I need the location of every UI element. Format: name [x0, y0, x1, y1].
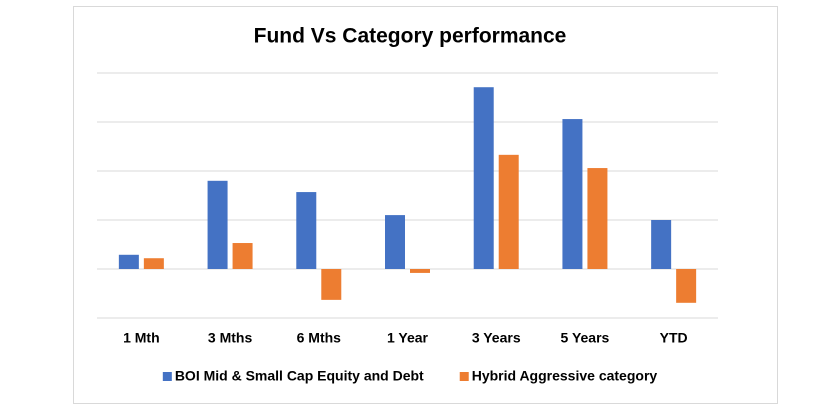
bar — [385, 215, 405, 269]
legend-label: Hybrid Aggressive category — [472, 368, 658, 384]
bar — [562, 119, 583, 269]
x-tick-label: 1 Year — [387, 330, 429, 346]
bar — [473, 87, 494, 270]
legend-swatch — [162, 372, 172, 381]
x-tick-label: 5 Years — [561, 330, 610, 346]
chart-title: Fund Vs Category performance — [254, 25, 567, 48]
x-tick-label: 3 Years — [472, 330, 521, 346]
legend-swatch — [459, 372, 469, 381]
x-tick-label: YTD — [660, 330, 688, 346]
bar — [676, 269, 697, 303]
x-tick-label: 3 Mths — [208, 330, 253, 346]
bar — [207, 180, 228, 269]
bar — [651, 220, 672, 269]
bar — [410, 269, 430, 273]
bar — [232, 243, 253, 269]
bar — [118, 254, 139, 269]
x-tick-label: 6 Mths — [297, 330, 342, 346]
legend-label: BOI Mid & Small Cap Equity and Debt — [175, 368, 424, 384]
bar — [587, 168, 608, 269]
bar — [143, 258, 164, 269]
x-tick-label: 1 Mth — [123, 330, 160, 346]
bar — [296, 192, 317, 269]
bar — [498, 154, 519, 269]
bar — [321, 269, 342, 300]
